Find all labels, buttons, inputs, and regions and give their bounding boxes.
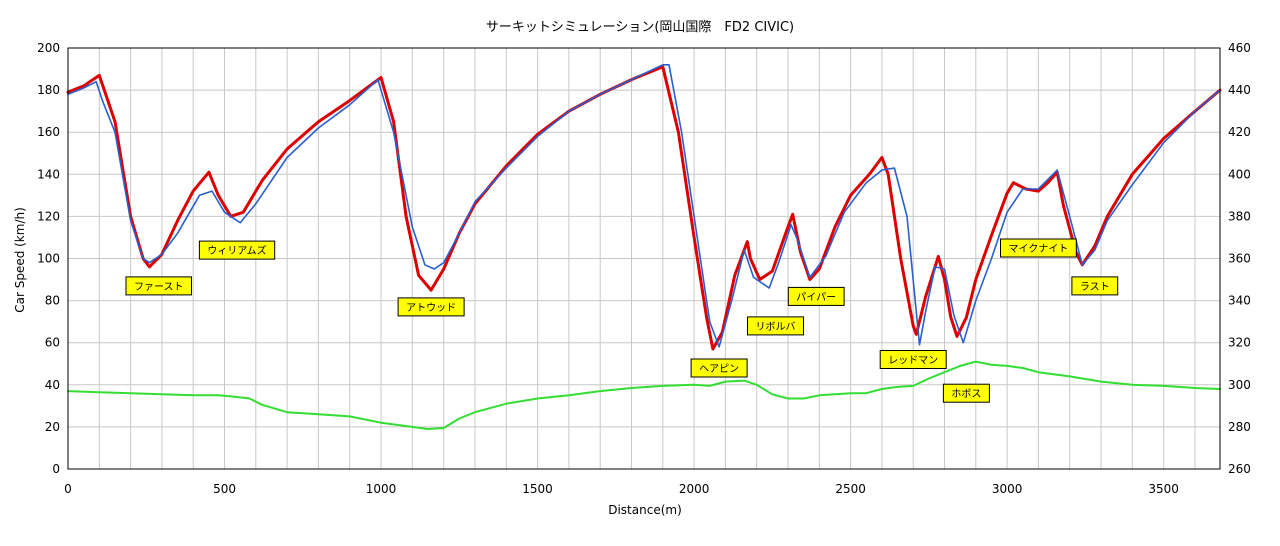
y-tick-label: 40: [45, 378, 60, 392]
corner-label: アトウッド: [397, 297, 465, 317]
corner-label-text: ファースト: [134, 282, 184, 293]
corner-label-box: [879, 350, 947, 369]
x-tick-label: 2000: [679, 482, 710, 496]
corner-label-text: ウィリアムズ: [207, 244, 266, 257]
x-tick-label: 0: [64, 482, 72, 496]
series-line-simulated: [66, 65, 1222, 351]
y-tick-label: 200: [37, 41, 60, 55]
right-axis-ticks: 260 280 300 320 340 360 380 400 420 440 460: [1228, 41, 1251, 476]
corner-label-box: [690, 358, 748, 378]
x-axis-label: Distance(m): [608, 503, 682, 517]
corner-label-text: ホボス: [951, 388, 981, 400]
corner-label: リボルバ: [747, 316, 804, 336]
corner-label-box: [747, 316, 804, 336]
x-tick-label: 3500: [1148, 482, 1179, 496]
x-tick-label: 500: [213, 482, 236, 496]
corner-label-text: レッドマン: [888, 356, 938, 367]
x-axis-ticks: 0 500 1000 1500 2000 2500 3000 3500: [64, 482, 1179, 496]
corner-label: パイパー: [787, 286, 845, 306]
corner-label: ホボス: [942, 383, 990, 403]
x-tick-label: 1000: [366, 482, 397, 496]
y2-tick-label: 340: [1228, 294, 1251, 308]
y2-tick-label: 400: [1228, 167, 1251, 181]
x-tick-label: 2500: [835, 482, 866, 496]
left-axis-ticks: 0 20 40 60 80 100 120 140 160 180 200: [37, 41, 60, 476]
corner-label-text: ラスト: [1080, 281, 1110, 293]
series-group: [66, 64, 1222, 430]
corner-label-box: [787, 286, 845, 306]
corner-label: ラスト: [1071, 276, 1119, 296]
corner-label: ヘアピン: [690, 358, 748, 378]
y-tick-label: 120: [37, 209, 60, 223]
corner-label: ウィリアムズ: [198, 240, 276, 260]
plot-frame: [67, 47, 1221, 470]
corner-label-box: [1071, 276, 1119, 296]
corner-label-box: [942, 383, 990, 403]
y-tick-label: 100: [37, 252, 60, 266]
series-line-elevation: [67, 360, 1221, 430]
y2-tick-label: 280: [1228, 420, 1251, 434]
corner-label-text: パイパー: [796, 291, 836, 303]
corner-label-text: マイクナイト: [1009, 243, 1069, 255]
corner-label-text: リボルバ: [755, 321, 795, 333]
y-tick-label: 0: [52, 462, 60, 476]
y2-tick-label: 300: [1228, 378, 1251, 392]
y-tick-label: 160: [37, 125, 60, 139]
y2-tick-label: 440: [1228, 83, 1251, 97]
x-tick-label: 1500: [522, 482, 553, 496]
corner-label: レッドマン: [879, 350, 947, 369]
y-tick-label: 80: [45, 294, 60, 308]
y-tick-label: 180: [37, 83, 60, 97]
corner-label: マイクナイト: [1000, 238, 1077, 258]
corner-label-text: ヘアピン: [699, 363, 739, 375]
y2-tick-label: 420: [1228, 125, 1251, 139]
corner-label-box: [1000, 238, 1077, 258]
corner-label-box: [125, 276, 192, 296]
corner-label-text: アトウッド: [406, 302, 456, 314]
y2-tick-label: 260: [1228, 462, 1251, 476]
y2-tick-label: 360: [1228, 252, 1251, 266]
corner-label-box: [397, 297, 465, 317]
y2-tick-label: 380: [1228, 209, 1251, 223]
y-tick-label: 60: [45, 336, 60, 350]
corner-label-box: [198, 240, 276, 260]
y2-tick-label: 320: [1228, 336, 1251, 350]
series-line-measured: [67, 64, 1221, 348]
chart-title: サーキットシミュレーション(岡山国際 FD2 CIVIC): [486, 20, 794, 35]
y-tick-label: 20: [45, 420, 60, 434]
y-axis-label: Car Speed (km/h): [13, 207, 27, 313]
y2-tick-label: 460: [1228, 41, 1251, 55]
y-tick-label: 140: [37, 167, 60, 181]
corner-label: ファースト: [125, 276, 192, 296]
x-tick-label: 3000: [992, 482, 1023, 496]
